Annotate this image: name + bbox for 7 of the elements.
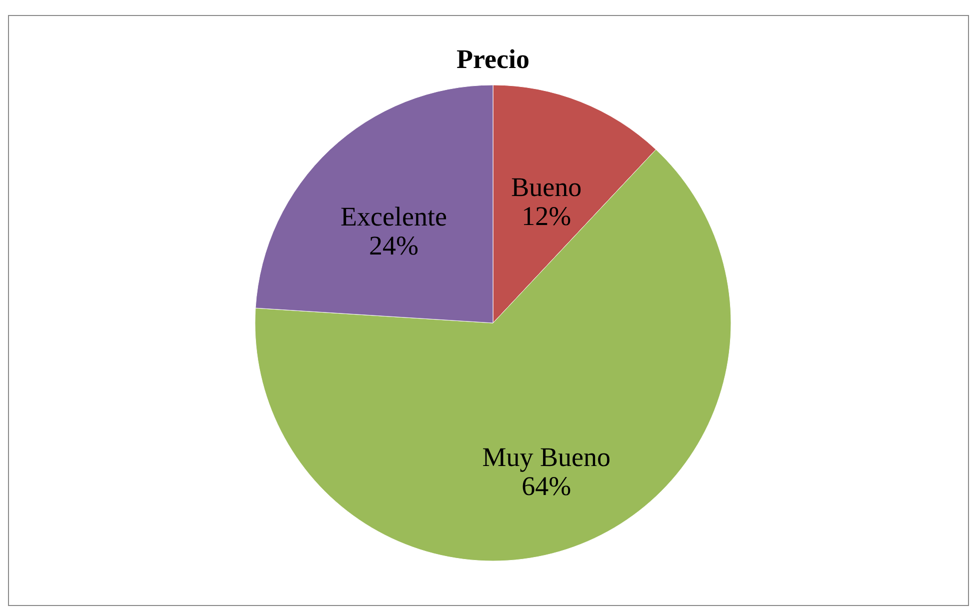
slice-label: Excelente [340, 201, 447, 232]
data-label: 64% [522, 470, 572, 501]
data-label: 12% [522, 201, 572, 232]
chart-title: Precio [456, 44, 530, 74]
slice-label: Bueno [511, 172, 582, 202]
data-label: 24% [368, 230, 418, 260]
slice-label: Muy Bueno [482, 442, 611, 472]
